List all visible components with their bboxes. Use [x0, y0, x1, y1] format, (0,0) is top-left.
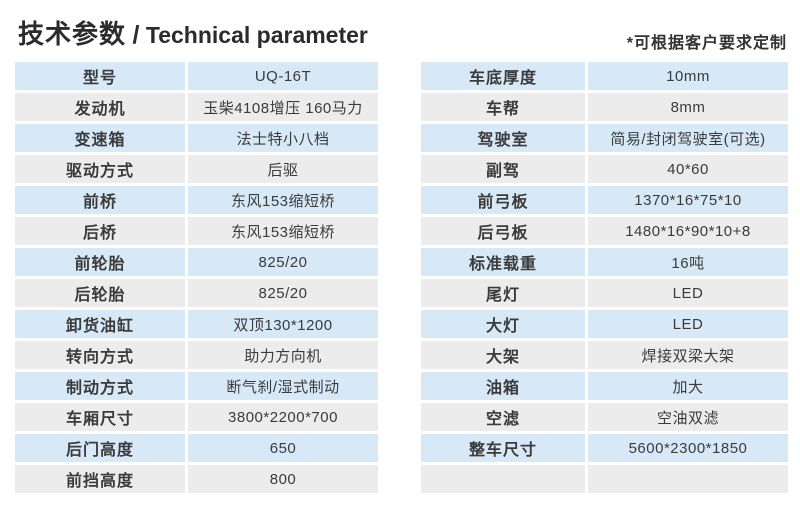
spec-value: 825/20	[188, 248, 378, 276]
table-row: 发动机 玉柴4108增压 160马力	[15, 93, 378, 121]
table-row: 前弓板 1370*16*75*10	[421, 186, 788, 214]
page-title-separator: /	[132, 21, 140, 49]
page-title-zh: 技术参数	[18, 19, 127, 49]
table-row: 后门高度 650	[15, 434, 378, 462]
page-title: 技术参数 / Technical parameter	[18, 14, 368, 51]
spec-value: 简易/封闭驾驶室(可选)	[588, 124, 788, 152]
spec-value: LED	[588, 279, 788, 307]
spec-label: 后轮胎	[15, 279, 185, 307]
spec-value: 10mm	[588, 62, 788, 90]
table-row: 前桥 东风153缩短桥	[15, 186, 378, 214]
table-row: 前挡高度 800	[15, 465, 378, 493]
table-row: 整车尺寸 5600*2300*1850	[421, 434, 788, 462]
spec-value: UQ-16T	[188, 62, 378, 90]
spec-label: 油箱	[421, 372, 585, 400]
spec-label: 整车尺寸	[421, 434, 585, 462]
table-row: 型号 UQ-16T	[15, 62, 378, 90]
table-row: 驱动方式 后驱	[15, 155, 378, 183]
table-row	[421, 465, 788, 493]
spec-label: 驱动方式	[15, 155, 185, 183]
spec-value: 650	[188, 434, 378, 462]
spec-value: 3800*2200*700	[188, 403, 378, 431]
spec-value: 1370*16*75*10	[588, 186, 788, 214]
spec-label: 空滤	[421, 403, 585, 431]
table-row: 卸货油缸 双顶130*1200	[15, 310, 378, 338]
spec-value: 东风153缩短桥	[188, 186, 378, 214]
spec-label: 前挡高度	[15, 465, 185, 493]
spec-value: 1480*16*90*10+8	[588, 217, 788, 245]
spec-label: 前弓板	[421, 186, 585, 214]
spec-value: 玉柴4108增压 160马力	[188, 93, 378, 121]
spec-value: 法士特小八档	[188, 124, 378, 152]
spec-label: 前桥	[15, 186, 185, 214]
spec-label: 后桥	[15, 217, 185, 245]
spec-label: 后门高度	[15, 434, 185, 462]
spec-value: LED	[588, 310, 788, 338]
spec-label: 制动方式	[15, 372, 185, 400]
spec-label: 前轮胎	[15, 248, 185, 276]
table-row: 油箱 加大	[421, 372, 788, 400]
spec-value: 5600*2300*1850	[588, 434, 788, 462]
spec-value: 焊接双梁大架	[588, 341, 788, 369]
spec-label: 变速箱	[15, 124, 185, 152]
table-row: 后桥 东风153缩短桥	[15, 217, 378, 245]
spec-value: 断气刹/湿式制动	[188, 372, 378, 400]
table-row: 车帮 8mm	[421, 93, 788, 121]
table-row: 车底厚度 10mm	[421, 62, 788, 90]
spec-label: 标准载重	[421, 248, 585, 276]
spec-value: 东风153缩短桥	[188, 217, 378, 245]
spec-value: 后驱	[188, 155, 378, 183]
spec-value: 800	[188, 465, 378, 493]
table-row: 车厢尺寸 3800*2200*700	[15, 403, 378, 431]
table-row: 标准载重 16吨	[421, 248, 788, 276]
page-title-en: Technical parameter	[145, 22, 368, 48]
table-row: 驾驶室 简易/封闭驾驶室(可选)	[421, 124, 788, 152]
spec-label: 驾驶室	[421, 124, 585, 152]
spec-label: 转向方式	[15, 341, 185, 369]
table-row: 变速箱 法士特小八档	[15, 124, 378, 152]
table-row: 大架 焊接双梁大架	[421, 341, 788, 369]
spec-value: 助力方向机	[188, 341, 378, 369]
spec-table-right: 车底厚度 10mm 车帮 8mm 驾驶室 简易/封闭驾驶室(可选) 副驾 40*60 前弓板 13…	[421, 62, 788, 496]
spec-value: 16吨	[588, 248, 788, 276]
table-row: 尾灯 LED	[421, 279, 788, 307]
spec-value: 40*60	[588, 155, 788, 183]
spec-value	[588, 465, 788, 493]
spec-label	[421, 465, 585, 493]
spec-label: 后弓板	[421, 217, 585, 245]
table-row: 转向方式 助力方向机	[15, 341, 378, 369]
spec-value: 双顶130*1200	[188, 310, 378, 338]
spec-value: 8mm	[588, 93, 788, 121]
customization-note: *可根据客户要求定制	[626, 35, 787, 52]
spec-label: 车帮	[421, 93, 585, 121]
spec-label: 大灯	[421, 310, 585, 338]
spec-label: 型号	[15, 62, 185, 90]
table-row: 前轮胎 825/20	[15, 248, 378, 276]
spec-label: 发动机	[15, 93, 185, 121]
table-row: 大灯 LED	[421, 310, 788, 338]
spec-value: 空油双滤	[588, 403, 788, 431]
spec-label: 尾灯	[421, 279, 585, 307]
spec-label: 大架	[421, 341, 585, 369]
spec-value: 加大	[588, 372, 788, 400]
spec-label: 车厢尺寸	[15, 403, 185, 431]
table-row: 副驾 40*60	[421, 155, 788, 183]
table-row: 空滤 空油双滤	[421, 403, 788, 431]
table-row: 制动方式 断气刹/湿式制动	[15, 372, 378, 400]
spec-table-left: 型号 UQ-16T 发动机 玉柴4108增压 160马力 变速箱 法士特小八档 驱动方式 后驱…	[15, 62, 378, 496]
spec-label: 卸货油缸	[15, 310, 185, 338]
spec-value: 825/20	[188, 279, 378, 307]
table-row: 后轮胎 825/20	[15, 279, 378, 307]
spec-label: 副驾	[421, 155, 585, 183]
table-row: 后弓板 1480*16*90*10+8	[421, 217, 788, 245]
spec-label: 车底厚度	[421, 62, 585, 90]
